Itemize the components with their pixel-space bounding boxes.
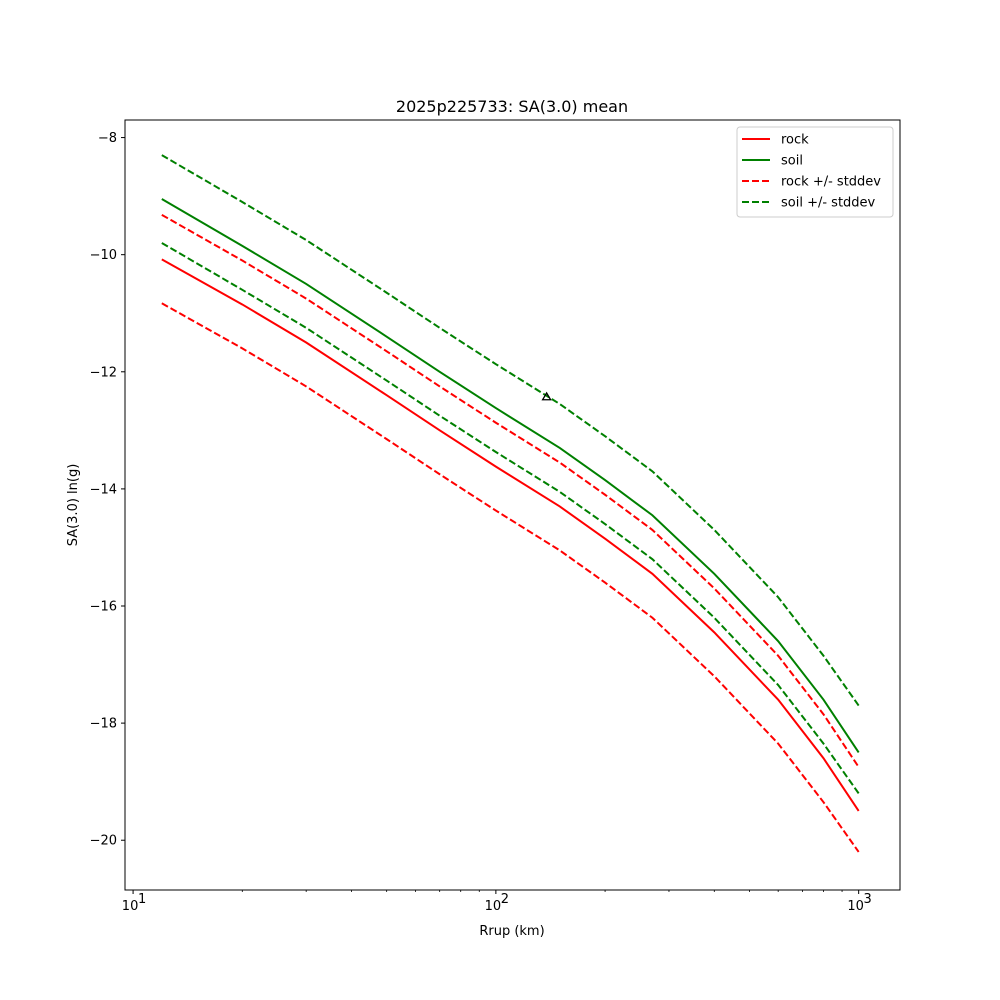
y-axis-label: SA(3.0) ln(g) <box>66 464 81 547</box>
series-line-rock-0 <box>161 258 860 812</box>
series-line-rock-stddev-2 <box>161 213 860 768</box>
y-tick-label: −14 <box>90 482 117 497</box>
x-tick-label: 10 <box>122 899 139 914</box>
series-line-soil-1 <box>161 198 860 753</box>
series-line-soil-stddev-5 <box>161 242 860 794</box>
y-tick-label: −10 <box>90 248 117 263</box>
legend-label: rock +/- stddev <box>781 175 881 190</box>
legend-label: soil +/- stddev <box>781 196 876 211</box>
x-tick-label: 10 <box>847 899 864 914</box>
legend-label: soil <box>781 154 803 169</box>
series-line-soil-stddev-4 <box>161 154 860 707</box>
x-axis-label: Rrup (km) <box>479 924 544 939</box>
y-tick-label: −8 <box>98 131 117 146</box>
observation-marker-0 <box>541 391 552 401</box>
legend-box <box>736 126 894 218</box>
x-tick-label-exponent: 1 <box>138 892 146 907</box>
y-tick-label: −18 <box>90 717 117 732</box>
y-tick-label: −12 <box>90 365 117 380</box>
y-tick-label: −16 <box>90 600 117 615</box>
series-group <box>161 154 860 853</box>
legend-label: rock <box>781 133 809 148</box>
x-tick-label-exponent: 3 <box>864 892 872 907</box>
y-tick-label: −20 <box>90 834 117 849</box>
series-line-rock-stddev-3 <box>161 302 860 853</box>
plot-frame <box>124 119 901 891</box>
x-tick-label: 10 <box>485 899 502 914</box>
x-tick-label-exponent: 2 <box>501 892 509 907</box>
chart-title: 2025p225733: SA(3.0) mean <box>396 97 628 116</box>
